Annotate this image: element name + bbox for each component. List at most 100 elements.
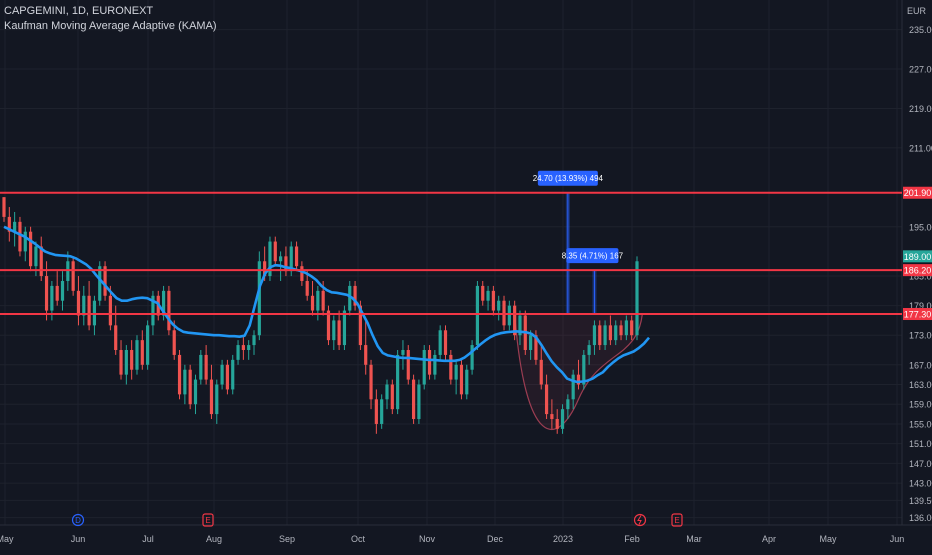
candle-body xyxy=(624,320,628,336)
candle-body xyxy=(177,354,182,395)
candle-body xyxy=(225,364,230,390)
candle-body xyxy=(635,261,639,336)
last-price-tag xyxy=(903,250,932,263)
candle-body xyxy=(571,374,575,400)
candle-body xyxy=(614,325,618,341)
candle-body xyxy=(529,335,533,350)
candle-body xyxy=(459,364,464,395)
candle-body xyxy=(39,246,43,277)
y-tick-label: 163.00 xyxy=(909,380,932,390)
measure-label-box xyxy=(566,248,619,264)
dividend-event-icon[interactable] xyxy=(71,513,85,527)
candle-body xyxy=(438,330,442,355)
x-tick-label: Jun xyxy=(71,534,86,544)
chart-legend: CAPGEMINI, 1D, EURONEXT Kaufman Moving A… xyxy=(4,4,217,34)
candle-body xyxy=(491,290,495,311)
candle-body xyxy=(422,350,426,385)
event-label: E xyxy=(205,516,210,525)
indicator-title: Kaufman Moving Average Adaptive (KAMA) xyxy=(4,20,217,32)
event-label: E xyxy=(674,516,679,525)
candle-body xyxy=(518,315,522,336)
y-tick-label: 143.00 xyxy=(909,479,932,489)
x-tick-label: Apr xyxy=(762,534,776,544)
x-tick-label: Oct xyxy=(351,534,366,544)
y-tick-label: 147.00 xyxy=(909,459,932,469)
y-tick-label: 139.50 xyxy=(909,496,932,506)
y-tick-label: 179.00 xyxy=(909,301,932,311)
x-tick-label: May xyxy=(819,534,837,544)
candle-body xyxy=(369,364,373,400)
candle-body xyxy=(560,409,565,429)
candle-body xyxy=(268,241,272,277)
candle-body xyxy=(326,310,331,341)
y-tick-label: 155.00 xyxy=(909,419,932,429)
price-level-tag xyxy=(903,186,932,199)
y-tick-label: 159.00 xyxy=(909,400,932,410)
candle-body xyxy=(305,280,309,296)
candle-body xyxy=(231,359,235,390)
candle-body xyxy=(427,350,432,375)
candle-body xyxy=(481,285,485,301)
candle-body xyxy=(114,325,118,350)
candle-body xyxy=(358,305,362,346)
candle-body xyxy=(592,325,597,346)
candle-body xyxy=(497,300,501,311)
candle-body xyxy=(108,295,112,326)
y-tick-label: 136.00 xyxy=(909,513,932,523)
candle-body xyxy=(98,266,102,301)
x-tick-label: Jun xyxy=(890,534,905,544)
candle-body xyxy=(193,379,198,405)
x-tick-label: Jul xyxy=(142,534,154,544)
candle-body xyxy=(215,384,219,415)
candle-body xyxy=(135,340,139,370)
candle-body xyxy=(587,345,591,355)
candle-body xyxy=(257,261,261,336)
y-tick-label: 167.00 xyxy=(909,360,932,370)
x-tick-label: Mar xyxy=(686,534,702,544)
candle-body xyxy=(396,354,400,410)
price-level-tag xyxy=(903,264,932,277)
candle-body xyxy=(454,364,458,380)
currency-label: EUR xyxy=(907,6,927,16)
candle-body xyxy=(289,246,293,272)
candle-body xyxy=(465,369,469,395)
candle-body xyxy=(172,330,176,355)
x-tick-label: Sep xyxy=(279,534,295,544)
earnings-event-icon[interactable] xyxy=(671,513,683,527)
candle-body xyxy=(417,384,421,420)
candle-body xyxy=(619,325,623,336)
candle-body xyxy=(183,369,187,395)
candle-body xyxy=(310,295,315,311)
candle-body xyxy=(44,276,49,311)
x-tick-label: Aug xyxy=(206,534,222,544)
y-tick-label: 211.00 xyxy=(909,143,932,153)
candle-body xyxy=(321,290,325,311)
candle-body xyxy=(598,325,602,346)
candle-body xyxy=(566,399,570,410)
candle-body xyxy=(34,246,38,267)
kama-line xyxy=(3,225,650,384)
candle-body xyxy=(608,325,612,341)
measure-label: 24.70 (13.93%) 494 xyxy=(533,174,604,183)
candle-body xyxy=(204,354,208,380)
earnings-event-icon[interactable] xyxy=(202,513,214,527)
price-level-label: 201.90 xyxy=(904,188,932,198)
candle-body xyxy=(300,266,304,281)
split-event-icon[interactable] xyxy=(633,513,647,527)
x-tick-label: May xyxy=(0,534,14,544)
candle-body xyxy=(50,285,54,311)
candle-body xyxy=(161,290,166,316)
candle-body xyxy=(13,221,17,232)
candle-body xyxy=(103,266,107,296)
candle-body xyxy=(29,231,33,267)
candle-body xyxy=(2,197,6,217)
candle-body xyxy=(544,384,549,415)
candle-body xyxy=(236,345,240,360)
y-tick-label: 195.00 xyxy=(909,222,932,232)
candle-body xyxy=(550,414,554,420)
candle-body xyxy=(385,384,389,400)
candle-body xyxy=(316,290,320,311)
